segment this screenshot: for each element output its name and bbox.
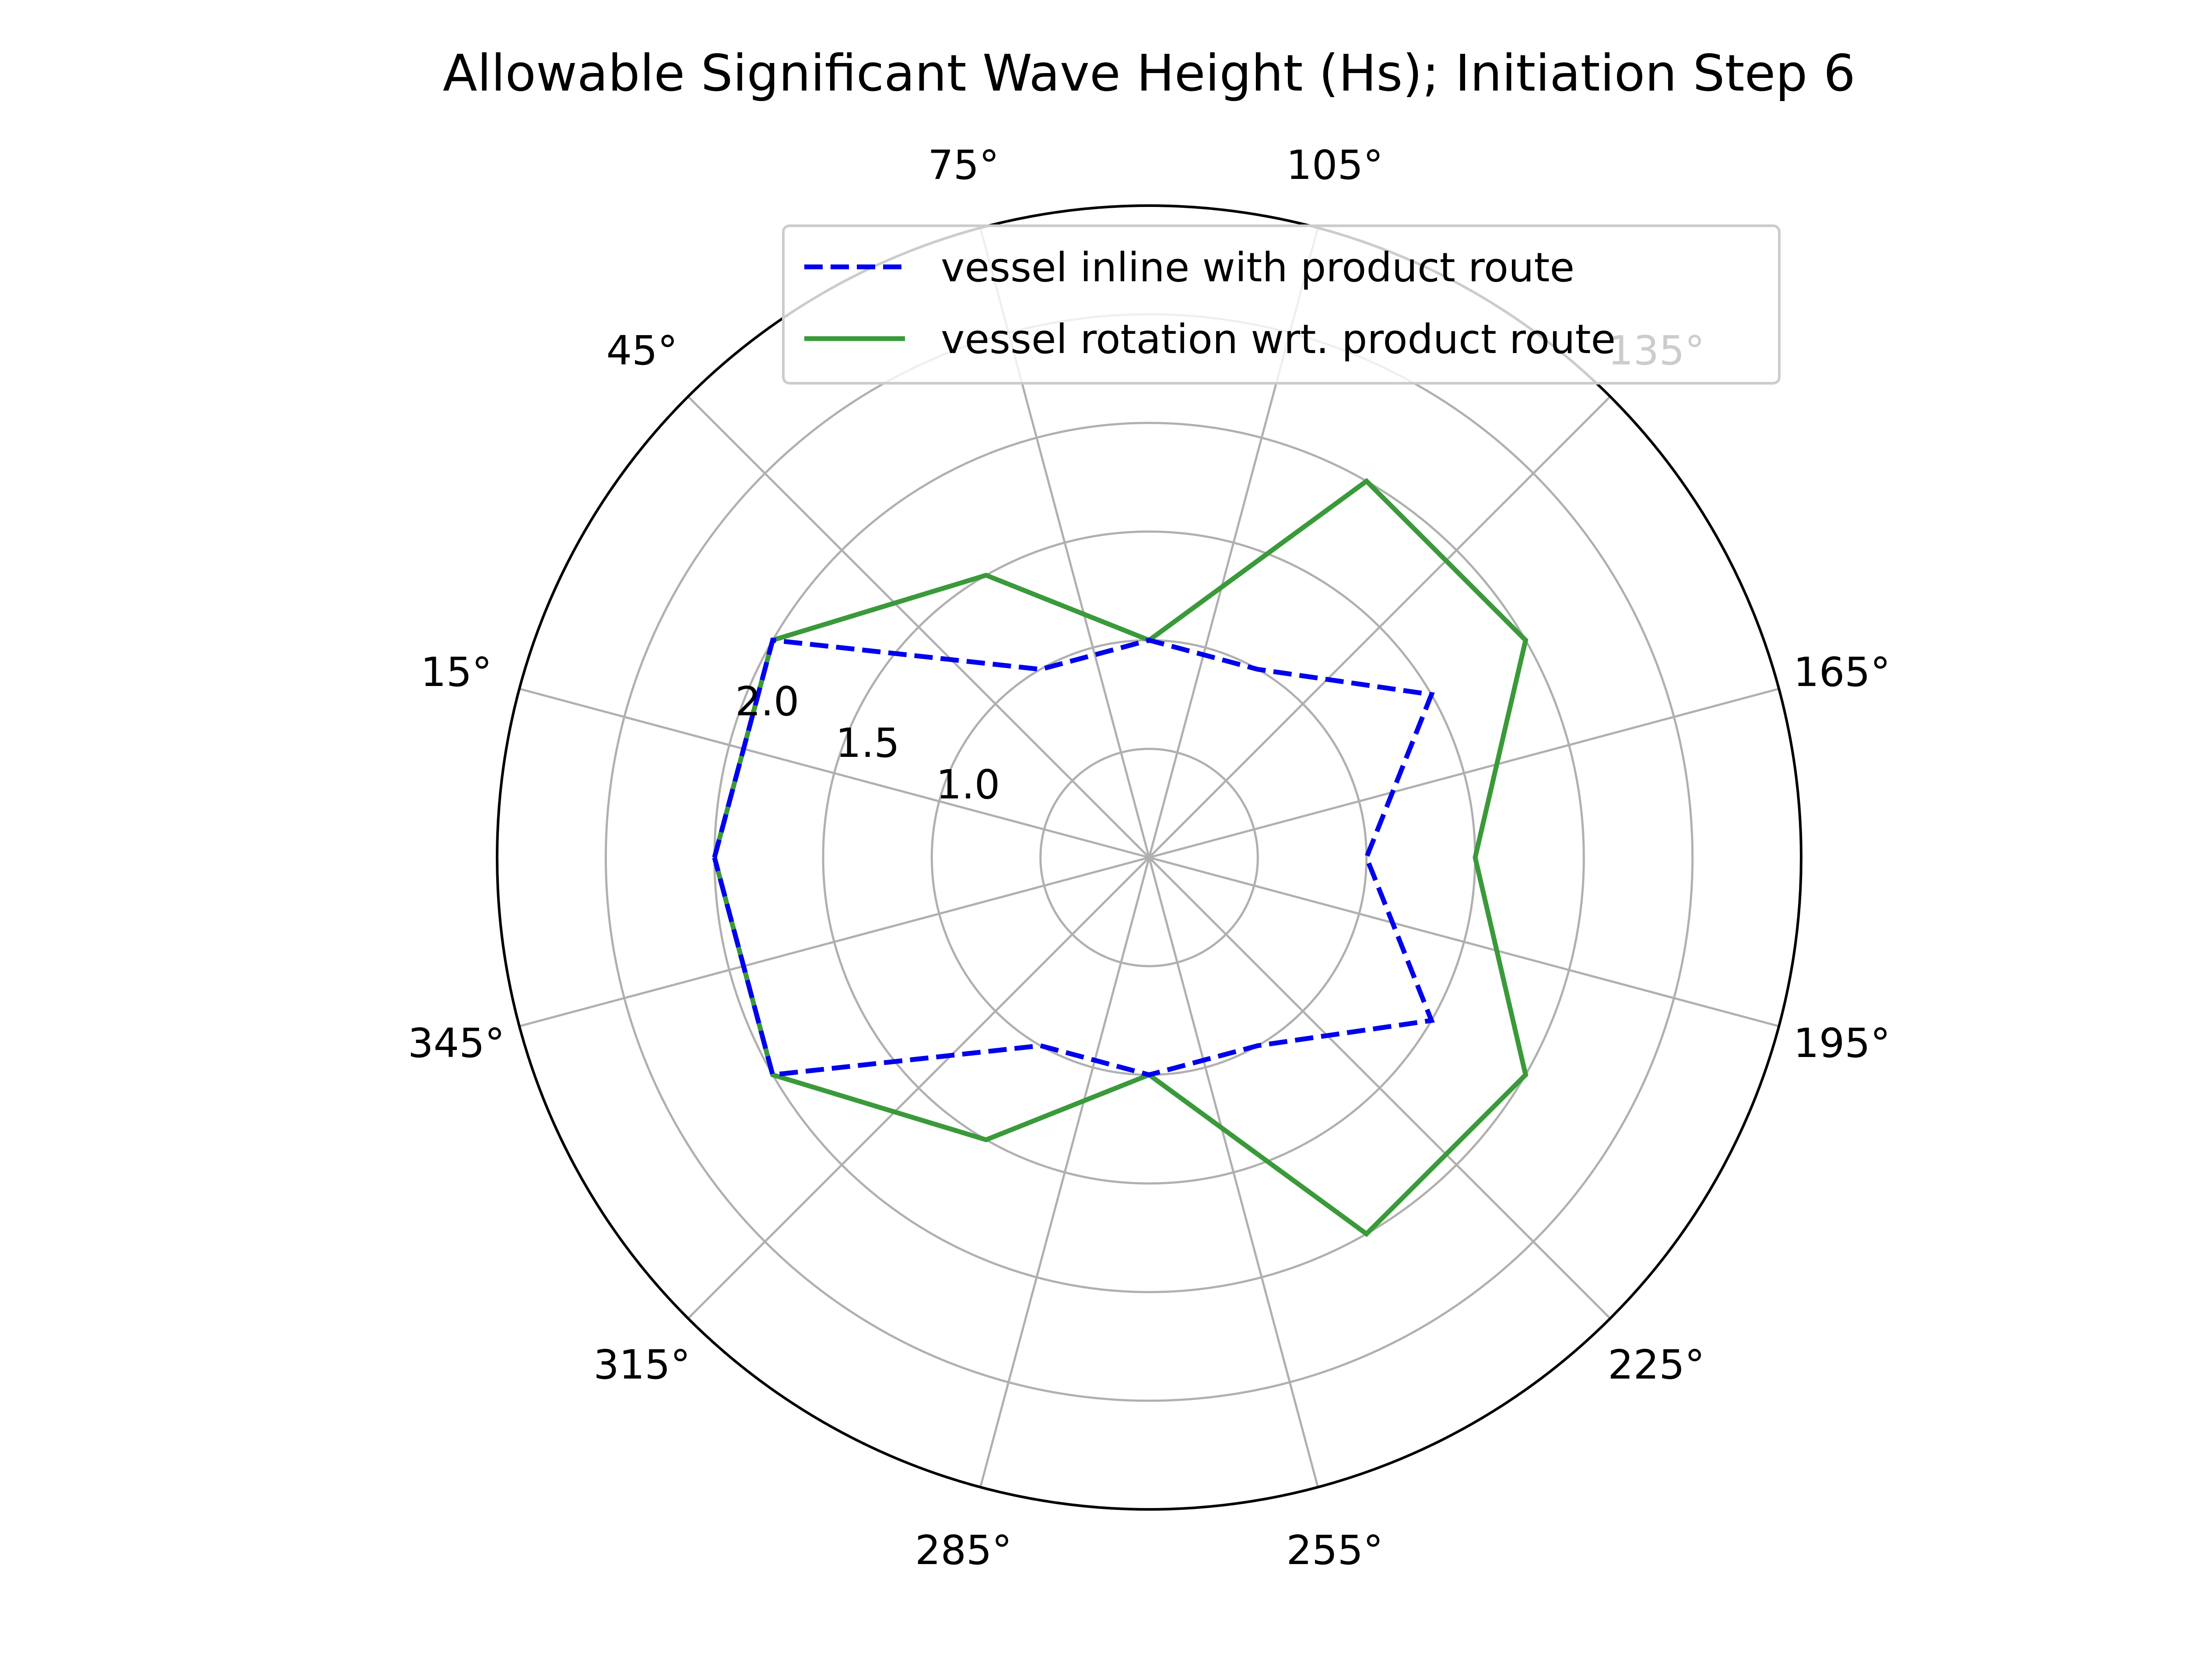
data-point xyxy=(1525,1074,1526,1075)
angular-gridline xyxy=(687,857,1150,1320)
angular-gridline xyxy=(1149,856,1779,1028)
data-point xyxy=(1366,481,1367,482)
angle-tick-label: 15° xyxy=(421,649,492,696)
angle-tick-label: 75° xyxy=(928,142,999,189)
series-layer xyxy=(712,478,1529,1237)
data-point xyxy=(1257,1045,1258,1046)
data-point xyxy=(986,575,987,576)
data-point xyxy=(1366,857,1367,858)
angle-tick-label: 285° xyxy=(915,1527,1012,1574)
radial-tick-label: 1.0 xyxy=(936,761,1000,808)
data-point xyxy=(1431,1020,1432,1021)
radial-gridline xyxy=(1039,748,1259,967)
legend-label-inline: vessel inline with product route xyxy=(941,244,1574,291)
polar-frame xyxy=(496,204,1802,1511)
legend-box xyxy=(782,224,1781,385)
angle-tick-label: 105° xyxy=(1286,142,1383,189)
data-point xyxy=(1149,1074,1150,1075)
data-point xyxy=(1040,669,1041,670)
data-point xyxy=(1431,694,1432,695)
data-point xyxy=(772,1074,773,1075)
data-point xyxy=(1475,857,1476,858)
angle-tick-label: 195° xyxy=(1793,1020,1890,1067)
angle-tick-label: 165° xyxy=(1793,649,1890,696)
angle-tick-label: 255° xyxy=(1286,1527,1383,1574)
radial-gridline xyxy=(713,422,1585,1293)
angular-gridline xyxy=(979,857,1150,1488)
radial-tick-label: 1.5 xyxy=(836,720,900,766)
angular-gridline xyxy=(1148,396,1611,858)
radial-tick-label: 2.0 xyxy=(735,678,799,725)
angular-gridline xyxy=(519,856,1150,1028)
data-point xyxy=(714,857,715,858)
legend: vessel inline with product route vessel … xyxy=(782,224,1781,385)
series-line-rotation xyxy=(712,478,1529,1237)
angular-gridline xyxy=(687,396,1150,858)
angle-tick-label: 315° xyxy=(593,1341,691,1388)
angular-gridline xyxy=(519,687,1150,859)
data-point xyxy=(1366,1233,1367,1234)
legend-label-rotation: vessel rotation wrt. product route xyxy=(941,316,1616,363)
angular-gridline xyxy=(1148,857,1611,1320)
data-point xyxy=(1257,669,1258,670)
angle-tick-label: 345° xyxy=(408,1020,505,1067)
angle-tick-label: 225° xyxy=(1608,1341,1705,1388)
data-point xyxy=(1040,1045,1041,1046)
chart-title: Allowable Significant Wave Height (Hs); … xyxy=(443,44,1855,103)
angular-gridline xyxy=(1148,857,1319,1488)
data-point xyxy=(986,1139,987,1140)
angular-gridline xyxy=(1149,687,1779,859)
angle-tick-label: 45° xyxy=(607,327,678,374)
